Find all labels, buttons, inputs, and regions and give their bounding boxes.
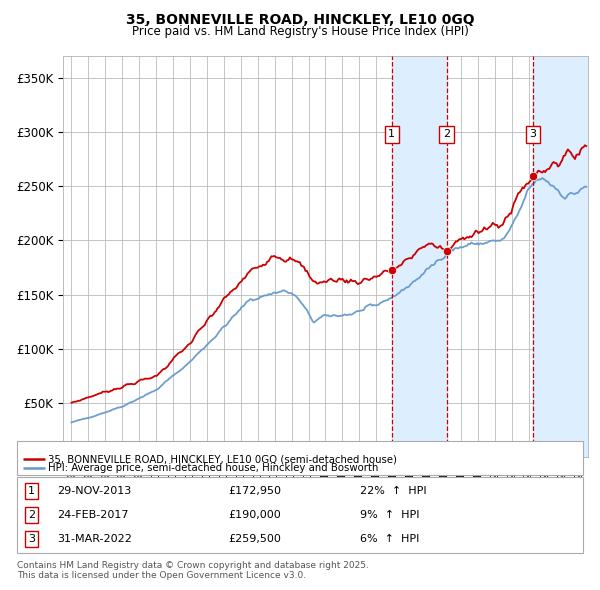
Text: 6%  ↑  HPI: 6% ↑ HPI	[360, 535, 419, 544]
Bar	[533, 56, 588, 457]
Text: Contains HM Land Registry data © Crown copyright and database right 2025.: Contains HM Land Registry data © Crown c…	[17, 560, 368, 569]
Text: 2: 2	[443, 129, 450, 139]
Text: This data is licensed under the Open Government Licence v3.0.: This data is licensed under the Open Gov…	[17, 571, 306, 580]
Text: 3: 3	[529, 129, 536, 139]
Text: 29-NOV-2013: 29-NOV-2013	[57, 486, 131, 496]
Text: £259,500: £259,500	[228, 535, 281, 544]
Text: 1: 1	[388, 129, 395, 139]
Text: HPI: Average price, semi-detached house, Hinckley and Bosworth: HPI: Average price, semi-detached house,…	[48, 464, 379, 473]
Text: 22%  ↑  HPI: 22% ↑ HPI	[360, 486, 427, 496]
Bar	[392, 56, 446, 457]
Text: 9%  ↑  HPI: 9% ↑ HPI	[360, 510, 419, 520]
Text: 31-MAR-2022: 31-MAR-2022	[57, 535, 132, 544]
Text: 1: 1	[28, 486, 35, 496]
Text: 2: 2	[28, 510, 35, 520]
Text: Price paid vs. HM Land Registry's House Price Index (HPI): Price paid vs. HM Land Registry's House …	[131, 25, 469, 38]
Text: £172,950: £172,950	[228, 486, 281, 496]
Text: 35, BONNEVILLE ROAD, HINCKLEY, LE10 0GQ: 35, BONNEVILLE ROAD, HINCKLEY, LE10 0GQ	[125, 13, 475, 27]
Text: 35, BONNEVILLE ROAD, HINCKLEY, LE10 0GQ (semi-detached house): 35, BONNEVILLE ROAD, HINCKLEY, LE10 0GQ …	[48, 454, 397, 464]
Text: £190,000: £190,000	[228, 510, 281, 520]
Text: 24-FEB-2017: 24-FEB-2017	[57, 510, 128, 520]
Text: 3: 3	[28, 535, 35, 544]
